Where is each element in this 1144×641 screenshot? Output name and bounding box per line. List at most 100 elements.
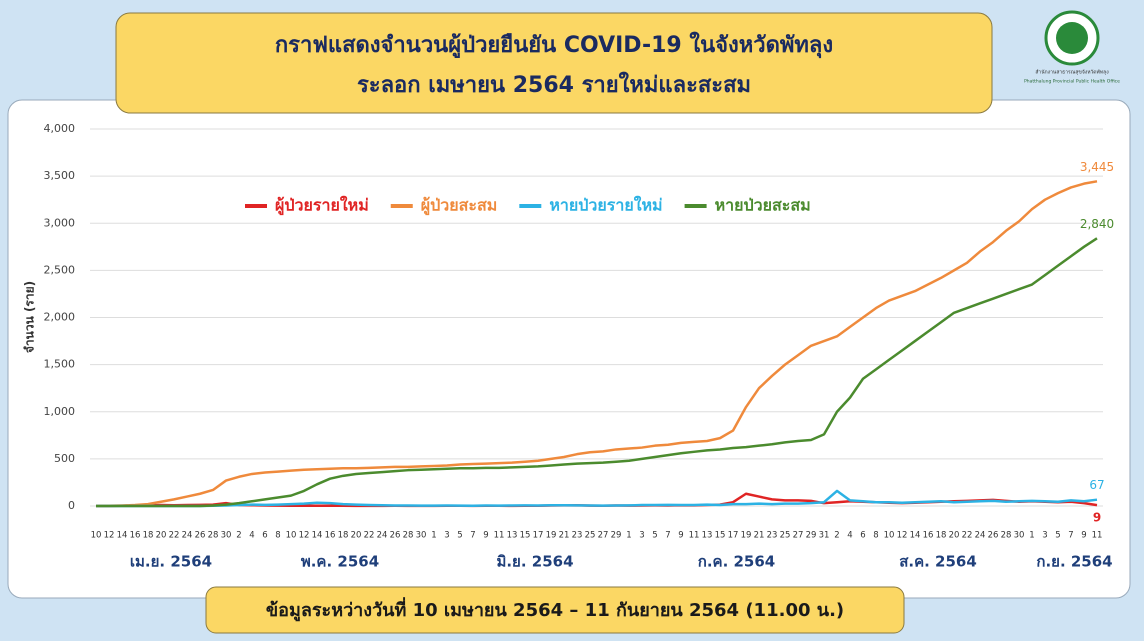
x-tick-label: 17: [728, 531, 739, 541]
footer: ข้อมูลระหว่างวันที่ 10 เมษายน 2564 – 11 …: [266, 597, 844, 622]
x-tick-label: 16: [130, 531, 141, 541]
x-tick-label: 13: [702, 531, 713, 541]
x-tick-label: 26: [390, 531, 401, 541]
y-tick-label: 2,000: [44, 311, 76, 324]
x-tick-label: 30: [221, 531, 232, 541]
x-tick-label: 20: [156, 531, 167, 541]
x-tick-label: 6: [860, 531, 865, 541]
x-tick-label: 22: [364, 531, 375, 541]
x-tick-label: 28: [208, 531, 219, 541]
x-tick-label: 12: [104, 531, 115, 541]
x-tick-label: 14: [312, 531, 323, 541]
x-tick-label: 12: [897, 531, 908, 541]
x-tick-label: 1: [431, 531, 436, 541]
line: [96, 489, 1098, 508]
month-label: มิ.ย. 2564: [496, 553, 573, 571]
x-tick-label: 9: [483, 531, 488, 541]
logo-text-th: สำนักงานสาธารณสุขจังหวัดพัทลุง: [1035, 70, 1109, 76]
chart-title: กราฟแสดงจำนวนผู้ป่วยยืนยัน COVID-19 ในจั…: [275, 31, 833, 59]
x-tick-label: 29: [611, 531, 622, 541]
y-tick-label: 500: [54, 452, 75, 465]
x-tick-label: 11: [689, 531, 700, 541]
x-tick-label: 11: [494, 531, 505, 541]
x-tick-label: 30: [416, 531, 427, 541]
x-tick-label: 18: [338, 531, 349, 541]
x-tick-label: 19: [741, 531, 752, 541]
x-tick-label: 29: [806, 531, 817, 541]
x-tick-label: 9: [1081, 531, 1086, 541]
legend-label: ผู้ป่วยรายใหม่: [275, 196, 369, 217]
x-tick-label: 12: [299, 531, 310, 541]
month-label: ก.ย. 2564: [1036, 553, 1112, 571]
x-tick-label: 21: [559, 531, 570, 541]
x-tick-label: 10: [884, 531, 895, 541]
x-tick-label: 3: [444, 531, 449, 541]
line: [96, 237, 1098, 508]
x-tick-label: 11: [1092, 531, 1103, 541]
x-tick-label: 7: [1068, 531, 1073, 541]
x-tick-label: 28: [403, 531, 414, 541]
x-tick-label: 17: [533, 531, 544, 541]
x-tick-label: 1: [626, 531, 631, 541]
x-tick-label: 16: [325, 531, 336, 541]
y-tick-label: 4,000: [44, 122, 76, 135]
x-tick-label: 14: [117, 531, 128, 541]
x-tick-label: 15: [520, 531, 531, 541]
month-label: เม.ย. 2564: [130, 553, 212, 571]
x-tick-label: 2: [236, 531, 241, 541]
x-tick-label: 8: [275, 531, 280, 541]
x-tick-label: 31: [819, 531, 830, 541]
x-tick-label: 26: [195, 531, 206, 541]
legend-label: หายป่วยสะสม: [715, 196, 811, 215]
panel: [7, 99, 1131, 599]
x-tick-label: 22: [169, 531, 180, 541]
x-tick-label: 7: [665, 531, 670, 541]
x-tick-label: 18: [143, 531, 154, 541]
y-tick-label: 0: [68, 499, 75, 512]
x-tick-label: 7: [470, 531, 475, 541]
x-tick-label: 10: [286, 531, 297, 541]
x-tick-label: 9: [678, 531, 683, 541]
y-tick-label: 3,500: [44, 169, 76, 182]
x-tick-label: 24: [182, 531, 193, 541]
x-tick-label: 1: [1029, 531, 1034, 541]
data-label: 9: [1093, 511, 1101, 525]
x-tick-label: 4: [847, 531, 852, 541]
x-tick-label: 15: [715, 531, 726, 541]
x-tick-label: 19: [546, 531, 557, 541]
x-tick-label: 5: [652, 531, 657, 541]
x-tick-label: 14: [910, 531, 921, 541]
x-tick-label: 27: [793, 531, 804, 541]
x-tick-label: 3: [1042, 531, 1047, 541]
x-tick-label: 26: [988, 531, 999, 541]
x-tick-label: 13: [507, 531, 518, 541]
x-tick-label: 5: [1055, 531, 1060, 541]
month-label: ก.ค. 2564: [698, 553, 775, 571]
y-tick-label: 3,000: [44, 216, 76, 229]
y-axis-label: จำนวน (ราย): [23, 281, 37, 353]
x-tick-label: 4: [249, 531, 254, 541]
x-tick-label: 3: [639, 531, 644, 541]
y-tick-label: 1,500: [44, 358, 76, 371]
footer-box: [205, 586, 905, 634]
x-tick-label: 20: [351, 531, 362, 541]
x-tick-label: 28: [1001, 531, 1012, 541]
legend-label: หายป่วยรายใหม่: [549, 196, 662, 215]
x-tick-label: 2: [834, 531, 839, 541]
x-tick-label: 25: [585, 531, 596, 541]
title-box: [115, 12, 993, 114]
x-tick-label: 10: [91, 531, 102, 541]
x-tick-label: 24: [377, 531, 388, 541]
x-tick-label: 30: [1014, 531, 1025, 541]
x-tick-label: 6: [262, 531, 267, 541]
x-tick-label: 5: [457, 531, 462, 541]
x-tick-label: 16: [923, 531, 934, 541]
month-label: ส.ค. 2564: [899, 553, 977, 571]
data-label: 3,445: [1080, 160, 1114, 174]
x-tick-label: 20: [949, 531, 960, 541]
data-label: 2,840: [1080, 217, 1114, 231]
month-label: พ.ค. 2564: [301, 553, 379, 571]
x-tick-label: 18: [936, 531, 947, 541]
